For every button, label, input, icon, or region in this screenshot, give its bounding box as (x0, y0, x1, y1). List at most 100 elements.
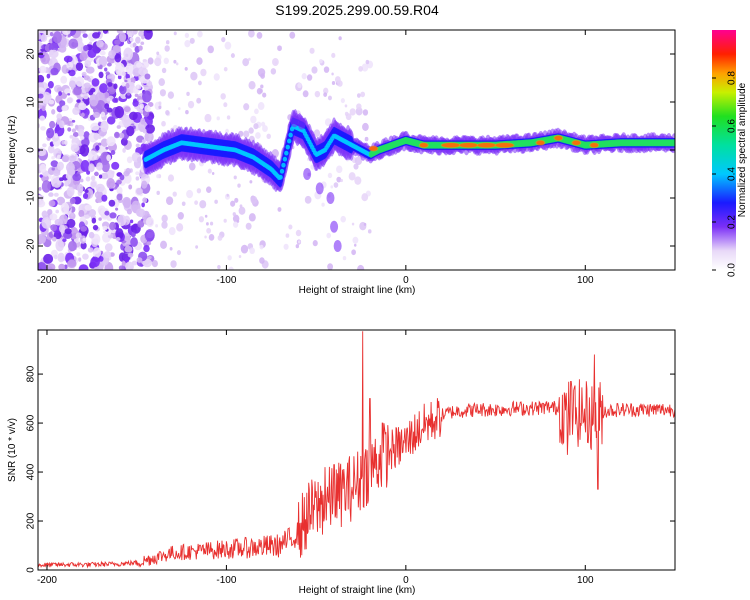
spectrogram-cell (571, 139, 582, 146)
spectrogram-cell (122, 147, 126, 153)
spectrogram-cell (78, 102, 87, 111)
spectrogram-cell (368, 145, 379, 152)
spectrogram-cell (156, 190, 160, 196)
spectrogram-cell (302, 90, 309, 98)
spectrogram-cell (313, 129, 321, 137)
spectrogram-cell (243, 103, 250, 111)
spectrogram-cell (331, 72, 334, 76)
spectrogram-cell (141, 202, 145, 208)
spectrogram-cell (67, 93, 71, 96)
spectrogram-cell (47, 209, 53, 216)
spectrogram-cell (535, 139, 546, 146)
spectrogram-cell (223, 66, 228, 72)
spectrogram-cell (204, 214, 208, 218)
spectrogram-cell (64, 88, 71, 95)
spectrogram-cell (62, 238, 67, 243)
spectrogram-cell (248, 213, 256, 222)
spectrogram-cell (262, 92, 267, 98)
spectrogram-cell (270, 68, 277, 75)
spectrogram-cell (71, 128, 77, 133)
spectrogram-cell (100, 111, 106, 118)
spectrogram-cell (103, 230, 107, 234)
spectrogram-cell (176, 223, 184, 232)
spectrogram-cell (76, 99, 81, 103)
spectrogram-cell (98, 56, 108, 68)
spectrogram-cell (266, 133, 271, 140)
spectrogram-cell (90, 181, 97, 188)
spectrogram-cell (124, 235, 131, 241)
spectrogram-cell (95, 145, 100, 151)
figure-title: S199.2025.299.00.59.R04 (275, 2, 439, 18)
spectrogram-cell (250, 115, 257, 124)
spectrogram-cell (116, 125, 121, 129)
spectrogram-cell (165, 110, 170, 116)
spectrogram-cell (101, 160, 110, 173)
spectrogram-x-tick-label: 100 (577, 275, 594, 286)
spectrogram-cell (53, 170, 61, 177)
spectrogram-cell (93, 132, 100, 141)
spectrogram-cell (223, 218, 227, 223)
spectrogram-cell (106, 107, 113, 113)
spectrogram-cell (204, 235, 207, 239)
spectrogram-cell (106, 136, 116, 147)
spectrogram-cell (260, 73, 265, 79)
spectrogram-cell (323, 87, 329, 95)
spectrogram-cell (173, 59, 177, 64)
spectrogram-cell (81, 71, 87, 77)
spectrogram-cell (285, 233, 290, 238)
spectrogram-cell (121, 71, 126, 76)
spectrogram-cell (130, 232, 136, 238)
spectrogram-cell (254, 108, 259, 115)
spectrogram-cell (83, 75, 90, 81)
spectrogram-cell (156, 174, 160, 179)
spectrogram-cell (142, 128, 147, 134)
spectrogram-cell (228, 266, 234, 270)
spectrogram-cell (141, 90, 152, 103)
spectrogram-cell (135, 171, 140, 176)
spectrogram-cell (342, 256, 347, 261)
spectrogram-cell (105, 146, 109, 150)
spectrogram-cell (96, 194, 103, 203)
spectrogram-cell (91, 78, 100, 87)
spectrogram-cell (256, 31, 263, 39)
spectrogram-cell (295, 229, 302, 237)
snr-x-tick-label: 0 (403, 575, 409, 586)
spectrogram-cell (348, 172, 356, 181)
spectrogram-cell (40, 126, 46, 131)
spectrogram-cell (120, 137, 128, 146)
spectrogram-cell (56, 87, 63, 93)
spectrogram-cell (297, 82, 302, 89)
spectrogram-cell (95, 100, 106, 111)
spectrogram-cell (47, 145, 55, 154)
spectrogram-cell (351, 249, 356, 256)
spectrogram-cell (144, 229, 155, 242)
spectrogram-cell (122, 114, 132, 127)
spectrogram-cell (340, 98, 345, 104)
spectrogram-cell (140, 117, 146, 125)
spectrogram-cell (365, 59, 370, 65)
spectrogram-cell (117, 214, 127, 226)
spectrogram-cell (189, 37, 195, 44)
spectrogram-cell (102, 30, 109, 34)
spectrogram-cell (135, 208, 146, 218)
spectrogram-cell (135, 176, 140, 181)
spectrogram-cell (314, 90, 321, 98)
spectrogram-cell (105, 71, 110, 76)
spectrogram-cell (104, 243, 113, 252)
spectrogram-cell (54, 218, 63, 226)
spectrogram-cell (340, 178, 343, 183)
spectrogram-cell (75, 76, 85, 87)
snr-y-tick-label: 200 (26, 512, 37, 529)
spectrogram-cell (151, 259, 158, 268)
spectrogram-cell (80, 178, 84, 183)
spectrogram-cell (295, 244, 300, 249)
spectrogram-cell (233, 175, 237, 180)
spectrogram-cell (104, 210, 110, 216)
spectrogram-cell (284, 150, 289, 156)
spectrogram-cell (68, 80, 76, 88)
spectrogram-cell (353, 163, 359, 170)
spectrogram-cell (39, 174, 43, 178)
spectrogram-cell (39, 65, 47, 74)
spectrogram-cell (324, 118, 332, 127)
spectrogram-cell (207, 45, 214, 54)
